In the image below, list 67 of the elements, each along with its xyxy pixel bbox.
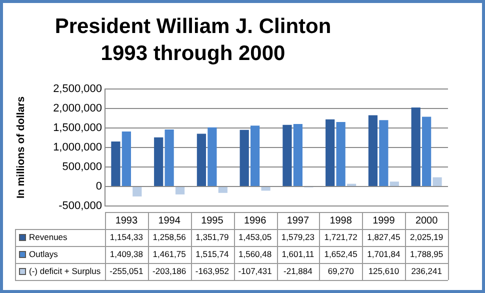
y-tick-label: 1,500,000 <box>53 122 102 134</box>
bar <box>250 126 260 186</box>
data-label: 69,270 <box>328 266 354 276</box>
data-label: 1,453,05 <box>238 232 272 242</box>
bar <box>218 187 228 193</box>
bar <box>175 187 185 194</box>
legend-label: (-) deficit + Surplus <box>29 266 101 276</box>
x-tick-label: 1997 <box>286 215 310 226</box>
y-tick-label: 1,000,000 <box>53 142 102 154</box>
data-label: 1,652,45 <box>324 248 358 259</box>
data-label: 1,827,45 <box>367 232 400 242</box>
legend-label: Outlays <box>29 248 58 259</box>
data-label: 1,154,33 <box>110 232 144 242</box>
bar <box>111 141 120 186</box>
data-label: 236,241 <box>411 266 442 276</box>
bar <box>261 187 270 191</box>
bar <box>379 120 388 186</box>
data-label: 1,409,38 <box>110 248 144 259</box>
bar <box>390 182 399 186</box>
x-tick-label: 1998 <box>330 215 352 226</box>
x-tick-label: 2000 <box>415 215 438 226</box>
y-axis-title: In millions of dollars <box>15 96 28 199</box>
y-tick-label: 500,000 <box>62 161 102 174</box>
data-label: 1,788,95 <box>410 248 444 259</box>
data-label: 1,579,23 <box>281 232 315 242</box>
x-tick-label: 1994 <box>158 215 181 226</box>
y-tick-label: 2,500,000 <box>53 83 102 96</box>
bar <box>432 177 442 186</box>
data-label: 1,461,75 <box>152 248 186 259</box>
y-tick-label: 0 <box>96 180 102 193</box>
data-label: -107,431 <box>238 266 272 276</box>
bar <box>282 124 292 186</box>
bar <box>240 130 249 186</box>
data-label: -21,884 <box>284 266 313 276</box>
data-label: 1,721,72 <box>324 232 358 242</box>
x-tick-label: 1999 <box>372 215 396 226</box>
data-label: 2,025,19 <box>410 232 444 242</box>
bar <box>164 129 174 186</box>
y-tick-label: -500,000 <box>58 200 102 212</box>
data-label: -163,952 <box>195 266 230 276</box>
bar <box>326 119 335 186</box>
bar <box>411 108 420 186</box>
data-label: 1,701,84 <box>367 248 400 259</box>
data-label: 1,258,56 <box>152 232 186 242</box>
x-tick-label: 1995 <box>201 215 224 226</box>
x-tick-label: 1993 <box>115 215 138 226</box>
bar <box>122 132 131 186</box>
bar <box>368 115 378 186</box>
y-tick-label: 2,000,000 <box>53 102 102 115</box>
bar <box>336 122 346 186</box>
data-label: 125,610 <box>368 266 400 276</box>
x-tick-label: 1996 <box>244 215 267 226</box>
chart-title: President William J. Clinton <box>54 14 332 40</box>
data-label: 1,560,48 <box>238 248 272 259</box>
chart-subtitle: 1993 through 2000 <box>100 41 286 67</box>
bar <box>154 137 164 186</box>
data-label: -203,186 <box>152 266 186 276</box>
legend-label: Revenues <box>29 232 68 242</box>
bar <box>132 187 142 196</box>
data-label: 1,515,74 <box>196 248 229 259</box>
bar <box>293 124 302 186</box>
bar <box>422 116 432 186</box>
data-label: 1,351,79 <box>196 232 229 242</box>
bar <box>196 134 206 186</box>
bar <box>208 127 217 186</box>
data-label: -255,051 <box>110 266 144 276</box>
data-label: 1,601,11 <box>282 248 314 259</box>
